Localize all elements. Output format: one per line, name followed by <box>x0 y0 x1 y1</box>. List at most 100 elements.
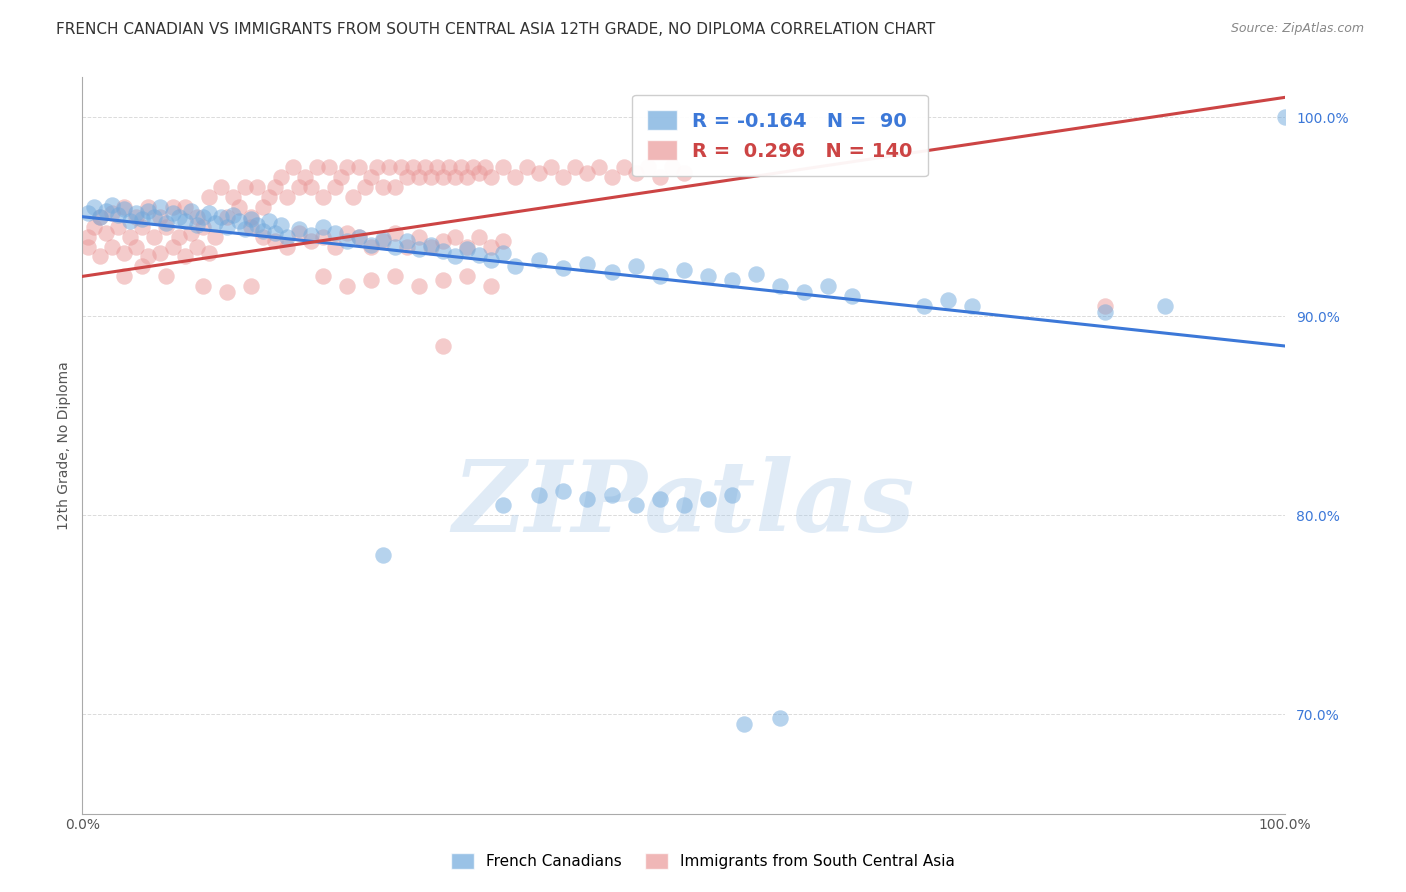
Point <box>745 268 768 282</box>
Point <box>162 200 184 214</box>
Point <box>468 166 491 180</box>
Point <box>360 273 382 287</box>
Legend: French Canadians, Immigrants from South Central Asia: French Canadians, Immigrants from South … <box>444 847 962 875</box>
Point <box>444 169 467 184</box>
Point <box>648 492 671 507</box>
Point <box>354 179 377 194</box>
Text: Source: ZipAtlas.com: Source: ZipAtlas.com <box>1230 22 1364 36</box>
Point <box>221 190 243 204</box>
Point <box>912 299 935 313</box>
Point <box>648 169 671 184</box>
Point <box>696 492 718 507</box>
Point <box>456 169 478 184</box>
Point <box>107 208 129 222</box>
Point <box>167 229 190 244</box>
Point <box>191 219 214 234</box>
Point <box>215 210 238 224</box>
Point <box>1153 299 1175 313</box>
Point <box>600 169 623 184</box>
Point <box>360 239 382 253</box>
Point <box>107 219 129 234</box>
Point <box>112 269 135 284</box>
Point <box>600 265 623 279</box>
Point <box>204 229 226 244</box>
Point <box>143 229 166 244</box>
Point <box>624 498 647 512</box>
Point <box>841 289 863 303</box>
Point <box>336 226 359 240</box>
Point <box>89 210 111 224</box>
Point <box>89 250 111 264</box>
Point <box>162 239 184 253</box>
Point <box>450 160 472 174</box>
Point <box>120 229 142 244</box>
Point <box>347 160 370 174</box>
Legend: R = -0.164   N =  90, R =  0.296   N = 140: R = -0.164 N = 90, R = 0.296 N = 140 <box>631 95 928 177</box>
Point <box>1094 305 1116 319</box>
Point <box>209 179 232 194</box>
Point <box>378 160 401 174</box>
Point <box>576 257 599 271</box>
Point <box>474 160 496 174</box>
Point <box>1094 299 1116 313</box>
Point <box>96 226 118 240</box>
Point <box>233 179 256 194</box>
Point <box>191 210 214 224</box>
Point <box>257 213 280 227</box>
Point <box>637 160 659 174</box>
Point <box>588 160 610 174</box>
Point <box>138 200 160 214</box>
Point <box>529 253 551 268</box>
Point <box>180 226 202 240</box>
Point <box>793 285 815 300</box>
Point <box>492 160 515 174</box>
Point <box>131 211 153 226</box>
Point <box>167 210 190 224</box>
Point <box>384 179 406 194</box>
Point <box>312 219 335 234</box>
Point <box>180 203 202 218</box>
Point <box>246 179 269 194</box>
Point <box>101 205 124 219</box>
Point <box>384 239 406 253</box>
Point <box>270 218 292 232</box>
Point <box>197 205 219 219</box>
Y-axis label: 12th Grade, No Diploma: 12th Grade, No Diploma <box>58 361 72 530</box>
Point <box>564 160 586 174</box>
Point <box>221 208 243 222</box>
Point <box>817 279 839 293</box>
Point <box>77 229 100 244</box>
Point <box>432 244 454 258</box>
Point <box>186 210 208 224</box>
Point <box>396 169 419 184</box>
Point <box>112 245 135 260</box>
Point <box>228 200 250 214</box>
Point <box>347 229 370 244</box>
Point <box>125 239 148 253</box>
Text: ZIPatlas: ZIPatlas <box>453 456 915 553</box>
Point <box>503 169 526 184</box>
Point <box>432 273 454 287</box>
Point <box>479 169 502 184</box>
Point <box>733 717 755 731</box>
Point <box>540 160 562 174</box>
Point <box>299 234 322 248</box>
Point <box>624 260 647 274</box>
Point <box>252 224 274 238</box>
Point <box>366 160 388 174</box>
Point <box>420 239 443 253</box>
Point <box>209 210 232 224</box>
Point <box>131 260 153 274</box>
Point <box>468 229 491 244</box>
Point <box>576 492 599 507</box>
Point <box>125 205 148 219</box>
Point <box>432 234 454 248</box>
Point <box>456 269 478 284</box>
Point <box>276 190 298 204</box>
Point <box>408 229 430 244</box>
Point <box>479 253 502 268</box>
Point <box>173 200 195 214</box>
Point <box>492 498 515 512</box>
Point <box>299 227 322 242</box>
Point <box>155 269 177 284</box>
